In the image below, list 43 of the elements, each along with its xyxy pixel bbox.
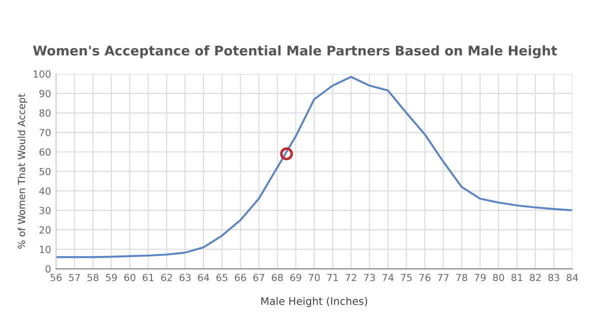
y-tick-label: 40 [39,187,51,195]
y-tick-label: 80 [39,109,51,117]
y-tick-label: 60 [39,148,51,156]
x-tick-label: 77 [438,274,449,282]
x-tick-label: 59 [106,274,117,282]
y-axis-title: % of Women That Would Accept [18,94,28,249]
x-tick-label: 60 [124,274,136,282]
x-tick-label: 62 [161,274,172,282]
x-tick-label: 82 [530,274,541,282]
x-tick-label: 71 [327,274,338,282]
x-tick-label: 66 [234,274,246,282]
x-tick-label: 67 [253,274,264,282]
x-tick-label: 57 [69,274,80,282]
x-tick-label: 83 [548,274,560,282]
y-tick-label: 30 [40,206,51,214]
x-tick-label: 61 [142,274,154,282]
y-tick-label: 20 [40,226,51,234]
y-tick-label: 0 [46,265,51,273]
x-tick-label: 79 [474,274,486,282]
chart-title: Women's Acceptance of Potential Male Partners Based on Male Height [33,45,558,58]
x-tick-label: 78 [456,274,468,282]
x-tick-label: 68 [272,274,283,282]
x-tick-label: 56 [50,274,62,282]
y-tick-label: 10 [40,246,51,254]
y-tick-label: 90 [39,90,51,98]
x-tick-label: 73 [364,274,375,282]
x-tick-label: 75 [400,274,412,282]
y-tick-label: 50 [40,168,51,176]
x-tick-label: 70 [308,274,320,282]
x-tick-label: 80 [493,274,504,282]
x-tick-label: 84 [566,274,578,282]
x-tick-label: 64 [198,274,210,282]
x-tick-label: 65 [216,274,228,282]
x-tick-label: 76 [419,274,430,282]
x-tick-label: 63 [180,274,191,282]
x-tick-label: 72 [346,274,356,282]
x-tick-label: 58 [87,274,98,282]
x-tick-label: 69 [290,274,302,282]
x-axis-title: Male Height (Inches) [261,296,368,308]
x-tick-label: 74 [382,274,394,282]
x-tick-label: 81 [511,274,522,282]
y-tick-label: 70 [40,128,51,136]
y-tick-label: 100 [34,70,51,78]
